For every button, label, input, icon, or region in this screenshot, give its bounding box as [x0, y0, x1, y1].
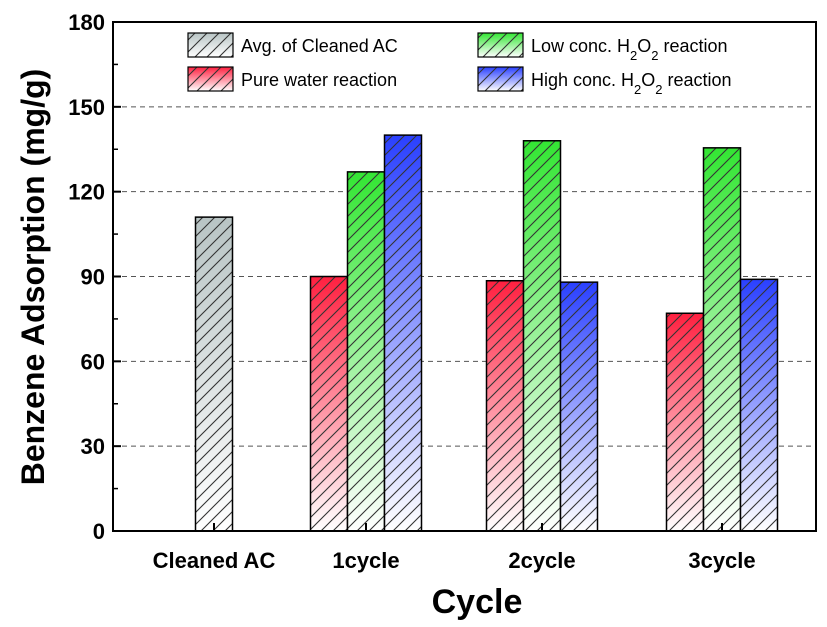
legend-swatch	[187, 66, 234, 92]
bar-pure-water-reaction-1cycle	[309, 275, 349, 532]
bar-pure-water-reaction-3cycle	[665, 312, 705, 532]
legend-swatch	[477, 66, 524, 92]
bar-low-conc-h2o2-reaction-2cycle	[522, 140, 562, 532]
y-tick-label-60: 60	[81, 349, 105, 374]
x-axis-title: Cycle	[432, 583, 523, 621]
bar-high-conc-h2o2-reaction-3cycle	[739, 278, 779, 532]
legend-item-avg-of-cleaned-ac: Avg. of Cleaned AC	[187, 32, 398, 58]
y-tick-label-150: 150	[68, 95, 105, 120]
legend-label: High conc. H2O2 reaction	[531, 70, 732, 97]
y-tick-label-30: 30	[81, 434, 105, 459]
legend-label: Low conc. H2O2 reaction	[531, 36, 728, 63]
y-tick-label-0: 0	[93, 519, 105, 544]
x-tick-label-cleaned-ac: Cleaned AC	[153, 548, 276, 573]
bar-avg-of-cleaned-ac-cleaned-ac	[194, 216, 234, 532]
bar-high-conc-h2o2-reaction-2cycle	[559, 281, 599, 532]
bar-low-conc-h2o2-reaction-1cycle	[346, 171, 386, 532]
legend-item-pure-water-reaction: Pure water reaction	[187, 66, 397, 92]
y-tick-label-90: 90	[81, 265, 105, 290]
legend-label: Pure water reaction	[241, 70, 397, 90]
axis-ticks: 0 30 60 90 120 150 180 Cleaned AC 1cycle 2cycle 3c…	[68, 10, 755, 573]
legend-swatch	[187, 32, 234, 58]
legend-swatch	[477, 32, 524, 58]
bars	[194, 134, 779, 532]
legend-label: Avg. of Cleaned AC	[241, 36, 398, 56]
bar-high-conc-h2o2-reaction-1cycle	[383, 134, 423, 532]
bar-pure-water-reaction-2cycle	[485, 279, 525, 532]
bar-low-conc-h2o2-reaction-3cycle	[702, 147, 742, 532]
legend-item-low-conc-h2o2-reaction: Low conc. H2O2 reaction	[477, 32, 728, 63]
x-tick-label-2cycle: 2cycle	[508, 548, 575, 573]
y-tick-label-120: 120	[68, 180, 105, 205]
legend-item-high-conc-h2o2-reaction: High conc. H2O2 reaction	[477, 66, 732, 97]
y-axis-title: Benzene Adsorption (mg/g)	[15, 69, 51, 486]
x-tick-label-1cycle: 1cycle	[332, 548, 399, 573]
legend: Avg. of Cleaned AC Pure water reaction Low…	[187, 32, 732, 97]
x-tick-label-3cycle: 3cycle	[688, 548, 755, 573]
y-tick-label-180: 180	[68, 10, 105, 35]
